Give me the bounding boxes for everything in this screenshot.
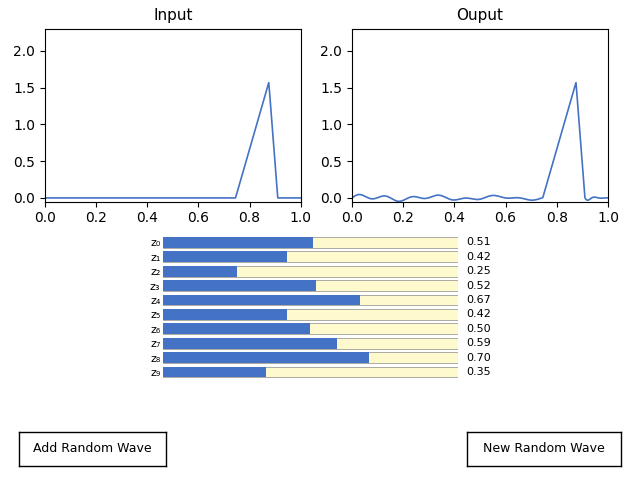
Text: New Random Wave: New Random Wave — [483, 442, 605, 456]
Bar — [163, 237, 314, 248]
Text: 0.25: 0.25 — [467, 266, 491, 276]
Bar — [163, 352, 369, 363]
Bar — [163, 237, 458, 248]
Bar — [163, 309, 287, 320]
Text: 0.42: 0.42 — [467, 252, 492, 262]
Text: Add Random Wave: Add Random Wave — [33, 442, 152, 456]
Bar — [163, 324, 310, 334]
Bar — [163, 280, 316, 291]
Bar — [163, 352, 458, 363]
Bar — [163, 309, 458, 320]
Bar — [163, 280, 458, 291]
Bar — [163, 295, 360, 305]
Text: 0.51: 0.51 — [467, 238, 491, 247]
Bar — [163, 324, 458, 334]
Bar — [163, 338, 458, 348]
Text: 0.67: 0.67 — [467, 295, 491, 305]
Text: 0.35: 0.35 — [467, 367, 491, 377]
Text: 0.52: 0.52 — [467, 281, 491, 290]
Bar — [163, 252, 287, 262]
Bar — [163, 367, 458, 377]
Bar — [163, 252, 458, 262]
Bar — [163, 266, 237, 276]
Title: Input: Input — [153, 9, 193, 24]
Bar — [163, 266, 458, 276]
Bar — [163, 295, 458, 305]
Title: Ouput: Ouput — [456, 9, 504, 24]
Bar — [163, 338, 337, 348]
Text: 0.42: 0.42 — [467, 310, 492, 319]
Text: 0.59: 0.59 — [467, 338, 491, 348]
Text: 0.50: 0.50 — [467, 324, 491, 334]
Bar — [163, 367, 266, 377]
Text: 0.70: 0.70 — [467, 353, 491, 362]
